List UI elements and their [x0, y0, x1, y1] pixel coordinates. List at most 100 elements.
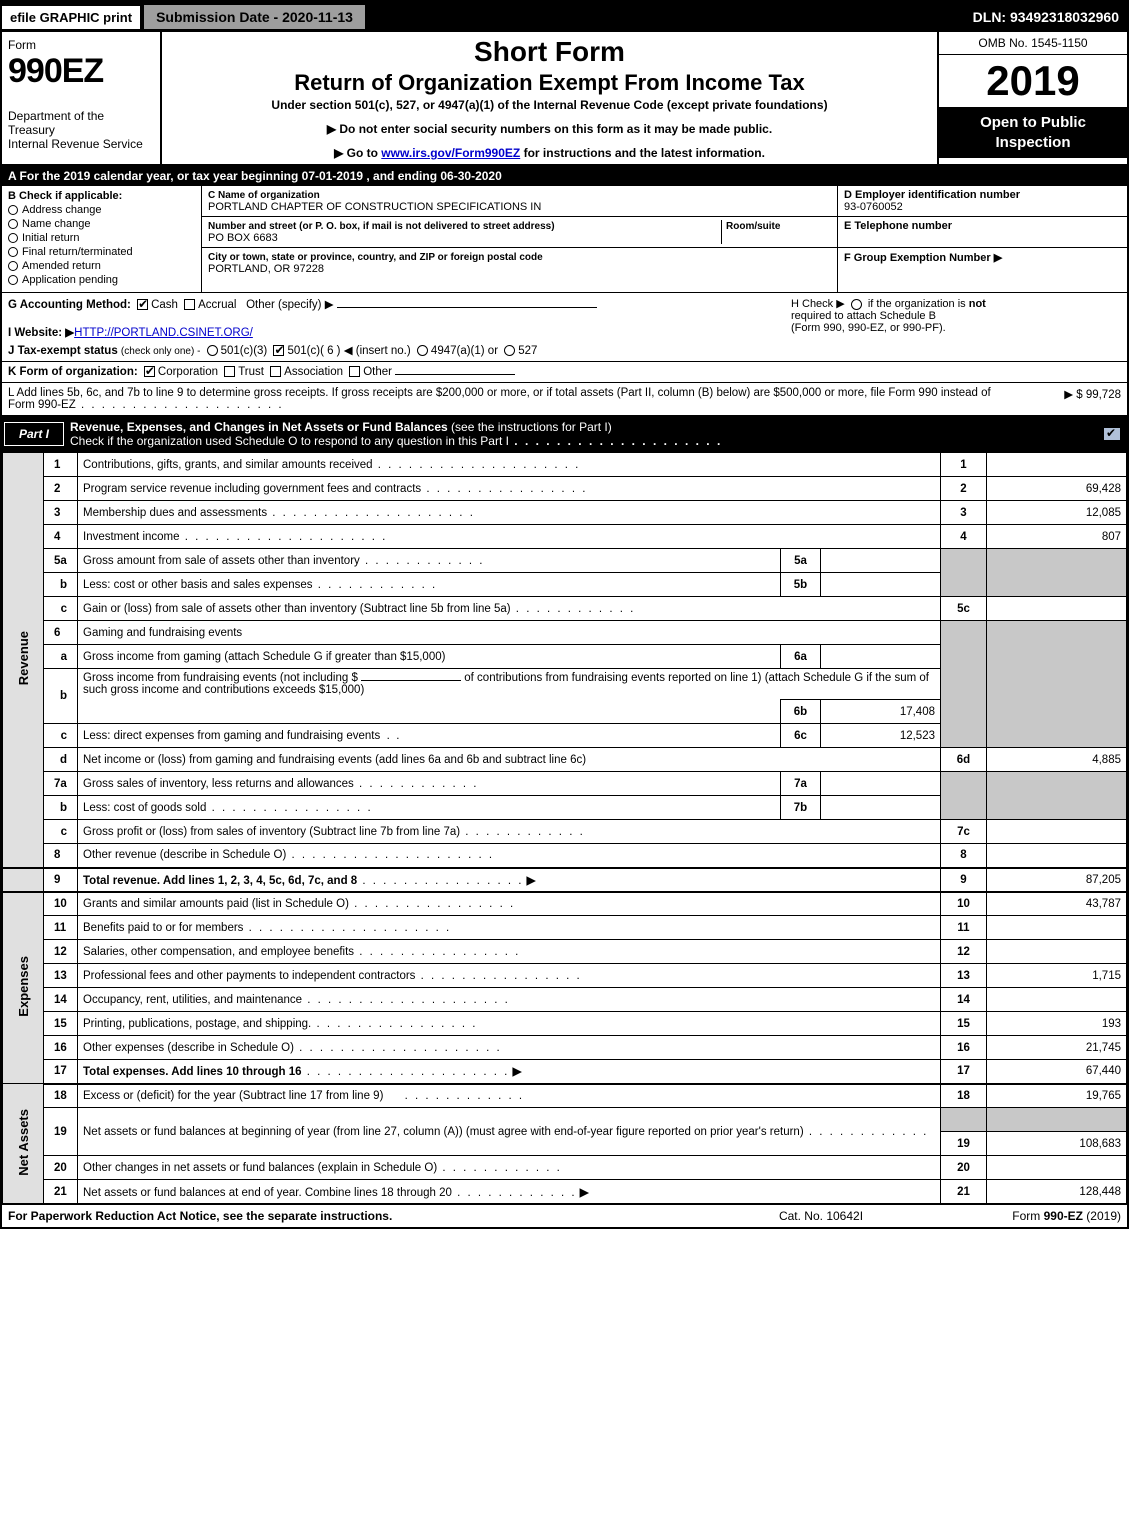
- ln6b-spacer: [78, 700, 781, 724]
- ssn-note: ▶ Do not enter social security numbers o…: [168, 122, 931, 136]
- chk-name-change[interactable]: [8, 219, 18, 229]
- ln7c-desc: Gross profit or (loss) from sales of inv…: [78, 820, 941, 844]
- ln4-amt: 807: [987, 525, 1127, 549]
- b4-label: Final return/terminated: [22, 246, 133, 258]
- ln5b-rn: [941, 573, 987, 597]
- ln7b-abval: [821, 796, 941, 820]
- chk-final-return[interactable]: [8, 247, 18, 257]
- chk-h[interactable]: [851, 299, 862, 310]
- chk-initial-return[interactable]: [8, 233, 18, 243]
- ln10-desc: Grants and similar amounts paid (list in…: [78, 892, 941, 916]
- part1-title: Revenue, Expenses, and Changes in Net As…: [66, 416, 1103, 452]
- ln8-amt: [987, 844, 1127, 868]
- ln6d-num: d: [44, 748, 78, 772]
- ln12-amt: [987, 940, 1127, 964]
- org-name: PORTLAND CHAPTER OF CONSTRUCTION SPECIFI…: [208, 201, 541, 213]
- goto-pre: ▶ Go to: [334, 146, 381, 160]
- header-left: Form 990EZ Department of the Treasury In…: [2, 32, 162, 164]
- footer-form-post: (2019): [1083, 1209, 1121, 1223]
- chk-527[interactable]: [504, 345, 515, 356]
- ln6b-abval: 17,408: [821, 700, 941, 724]
- ln20-num: 20: [44, 1156, 78, 1180]
- ln6a-num: a: [44, 645, 78, 669]
- ln6c-num: c: [44, 724, 78, 748]
- footer-form-pre: Form: [1012, 1209, 1043, 1223]
- ln5a-abval: [821, 549, 941, 573]
- ln7c-amt: [987, 820, 1127, 844]
- ln19-rn-g: [941, 1108, 987, 1132]
- efile-print[interactable]: efile GRAPHIC print: [2, 6, 140, 29]
- website-link[interactable]: HTTP://PORTLAND.CSINET.ORG/: [74, 327, 253, 339]
- chk-trust[interactable]: [224, 366, 235, 377]
- ln1-d: Contributions, gifts, grants, and simila…: [83, 459, 373, 471]
- ln2-num: 2: [44, 477, 78, 501]
- ln6b-rn-g: [941, 669, 987, 700]
- part1-table: Revenue 1 Contributions, gifts, grants, …: [2, 452, 1127, 1204]
- ln13-num: 13: [44, 964, 78, 988]
- g-cash: Cash: [151, 299, 178, 311]
- g-other-line[interactable]: [337, 307, 597, 308]
- j-o3: 4947(a)(1) or: [431, 345, 498, 357]
- ln7b-amt-g: [987, 796, 1127, 820]
- chk-amended[interactable]: [8, 261, 18, 271]
- chk-501c3[interactable]: [207, 345, 218, 356]
- part1-header: Part I Revenue, Expenses, and Changes in…: [2, 416, 1127, 452]
- ln13-desc: Professional fees and other payments to …: [78, 964, 941, 988]
- ln5a-d: Gross amount from sale of assets other t…: [83, 555, 360, 567]
- chk-accrual[interactable]: [184, 299, 195, 310]
- chk-other-org[interactable]: [349, 366, 360, 377]
- ln6b-blank[interactable]: [361, 680, 461, 681]
- ln1-amt: [987, 453, 1127, 477]
- chk-501c[interactable]: [273, 345, 284, 356]
- ln5c-desc: Gain or (loss) from sale of assets other…: [78, 597, 941, 621]
- k-o3: Association: [284, 366, 343, 378]
- submission-date: Submission Date - 2020-11-13: [144, 5, 365, 29]
- ln16-amt: 21,745: [987, 1036, 1127, 1060]
- ln6a-ab: 6a: [781, 645, 821, 669]
- irs-link[interactable]: www.irs.gov/Form990EZ: [381, 146, 520, 160]
- ln7c-d: Gross profit or (loss) from sales of inv…: [83, 826, 460, 838]
- h-text3: required to attach Schedule B: [791, 310, 936, 322]
- chk-assoc[interactable]: [270, 366, 281, 377]
- section-b: B Check if applicable: Address change Na…: [2, 186, 202, 292]
- form-number: 990EZ: [8, 52, 154, 91]
- ln6-num: 6: [44, 621, 78, 645]
- side-netassets: Net Assets: [3, 1084, 44, 1204]
- chk-cash[interactable]: [137, 299, 148, 310]
- j-o4: 527: [518, 345, 537, 357]
- ln13-rn: 13: [941, 964, 987, 988]
- b2-label: Name change: [22, 218, 91, 230]
- ln8-desc: Other revenue (describe in Schedule O): [78, 844, 941, 868]
- ln6a-amt: [987, 645, 1127, 669]
- ln6b-num: b: [44, 669, 78, 724]
- ln5c-rn: 5c: [941, 597, 987, 621]
- part1-checkbox[interactable]: [1103, 427, 1121, 441]
- form-word: Form: [8, 38, 154, 52]
- ln18-desc: Excess or (deficit) for the year (Subtra…: [78, 1084, 941, 1108]
- ln5b-num: b: [44, 573, 78, 597]
- ln18-num: 18: [44, 1084, 78, 1108]
- g-other: Other (specify) ▶: [246, 299, 333, 311]
- k-other-line[interactable]: [395, 374, 515, 375]
- chk-corp[interactable]: [144, 366, 155, 377]
- g-accrual: Accrual: [198, 299, 236, 311]
- ln11-rn: 11: [941, 916, 987, 940]
- ln5c-amt: [987, 597, 1127, 621]
- ln17-desc: Total expenses. Add lines 10 through 16 …: [78, 1060, 941, 1084]
- ln16-d: Other expenses (describe in Schedule O): [83, 1042, 294, 1054]
- ln12-rn: 12: [941, 940, 987, 964]
- ln5b-ab: 5b: [781, 573, 821, 597]
- ln9-num: 9: [44, 868, 78, 892]
- ln2-rn: 2: [941, 477, 987, 501]
- short-form-title: Short Form: [168, 36, 931, 68]
- header-mid: Short Form Return of Organization Exempt…: [162, 32, 937, 164]
- ln19-desc: Net assets or fund balances at beginning…: [78, 1108, 941, 1156]
- chk-address-change[interactable]: [8, 205, 18, 215]
- ln7a-desc: Gross sales of inventory, less returns a…: [78, 772, 781, 796]
- city-val: PORTLAND, OR 97228: [208, 263, 324, 275]
- ln7a-rn-g: [941, 772, 987, 796]
- chk-app-pending[interactable]: [8, 275, 18, 285]
- header-right: OMB No. 1545-1150 2019 Open to Public In…: [937, 32, 1127, 164]
- chk-4947[interactable]: [417, 345, 428, 356]
- ln5a-num: 5a: [44, 549, 78, 573]
